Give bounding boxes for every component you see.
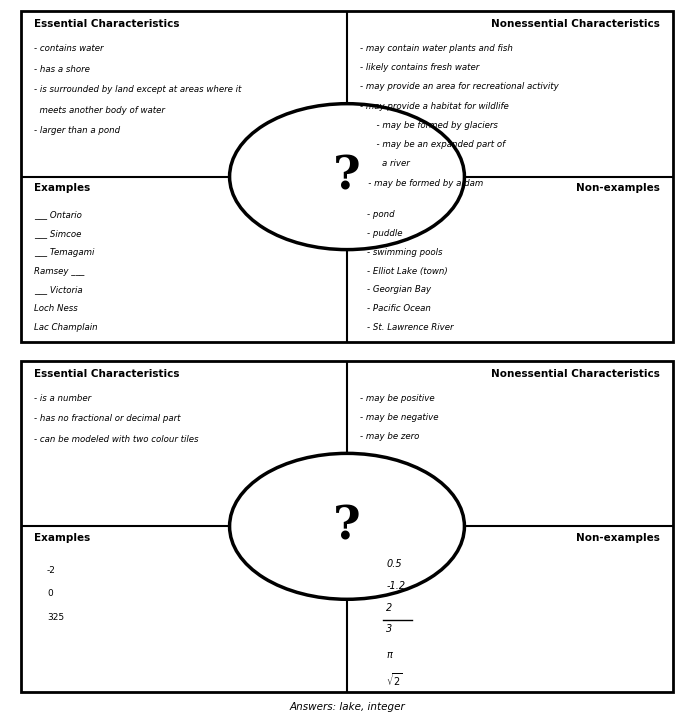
Text: - larger than a pond: - larger than a pond xyxy=(34,126,120,136)
Text: Lac Champlain: Lac Champlain xyxy=(34,323,97,332)
Text: meets another body of water: meets another body of water xyxy=(34,106,164,115)
Text: - may contain water plants and fish: - may contain water plants and fish xyxy=(360,44,513,53)
Text: - swimming pools: - swimming pools xyxy=(366,247,442,257)
Ellipse shape xyxy=(230,104,464,249)
Text: Non-examples: Non-examples xyxy=(576,183,660,193)
Text: - Elliot Lake (town): - Elliot Lake (town) xyxy=(366,267,448,275)
Text: ?: ? xyxy=(333,154,361,200)
Text: Non-examples: Non-examples xyxy=(576,533,660,543)
Text: ___ Simcoe: ___ Simcoe xyxy=(34,229,81,238)
Text: - contains water: - contains water xyxy=(34,44,103,53)
Text: $\sqrt{2}$: $\sqrt{2}$ xyxy=(386,671,403,689)
Text: ___ Temagami: ___ Temagami xyxy=(34,247,94,257)
Text: Examples: Examples xyxy=(34,533,90,543)
Text: - is surrounded by land except at areas where it: - is surrounded by land except at areas … xyxy=(34,85,242,94)
Text: ?: ? xyxy=(333,503,361,549)
Text: 3: 3 xyxy=(386,624,392,634)
Text: 0: 0 xyxy=(47,589,53,598)
Text: - can be modeled with two colour tiles: - can be modeled with two colour tiles xyxy=(34,435,198,444)
Text: a river: a river xyxy=(360,159,409,169)
Text: - may be an expanded part of: - may be an expanded part of xyxy=(360,140,505,149)
Text: Nonessential Characteristics: Nonessential Characteristics xyxy=(491,19,660,29)
Text: - has a shore: - has a shore xyxy=(34,65,90,74)
Text: - may provide a habitat for wildlife: - may provide a habitat for wildlife xyxy=(360,102,509,111)
Text: - St. Lawrence River: - St. Lawrence River xyxy=(366,323,453,332)
Text: - puddle: - puddle xyxy=(366,229,402,238)
Text: Nonessential Characteristics: Nonessential Characteristics xyxy=(491,369,660,379)
Text: - is a number: - is a number xyxy=(34,394,91,402)
Text: 2: 2 xyxy=(386,603,392,613)
Ellipse shape xyxy=(230,454,464,599)
Text: - may be zero: - may be zero xyxy=(360,432,419,441)
Text: 0.5: 0.5 xyxy=(386,559,402,570)
Text: ___ Ontario: ___ Ontario xyxy=(34,210,82,218)
Text: -1.2: -1.2 xyxy=(386,581,405,591)
Text: (replace _____ with the unknown word): (replace _____ with the unknown word) xyxy=(34,342,183,351)
Text: Essential Characteristics: Essential Characteristics xyxy=(34,19,179,29)
Text: - may be formed by glaciers: - may be formed by glaciers xyxy=(360,121,498,130)
Text: $\pi$: $\pi$ xyxy=(386,650,394,660)
Text: Examples: Examples xyxy=(34,183,90,193)
Text: - may be positive: - may be positive xyxy=(360,394,434,402)
Text: -2: -2 xyxy=(47,566,56,575)
Text: - Georgian Bay: - Georgian Bay xyxy=(366,286,431,294)
Text: - has no fractional or decimal part: - has no fractional or decimal part xyxy=(34,415,180,423)
Text: Loch Ness: Loch Ness xyxy=(34,304,78,314)
Text: - may provide an area for recreational activity: - may provide an area for recreational a… xyxy=(360,82,559,92)
Text: 325: 325 xyxy=(47,613,64,622)
Text: Ramsey ___: Ramsey ___ xyxy=(34,267,84,275)
Text: - may be formed by a dam: - may be formed by a dam xyxy=(360,179,483,187)
Text: - likely contains fresh water: - likely contains fresh water xyxy=(360,63,480,72)
Text: Essential Characteristics: Essential Characteristics xyxy=(34,369,179,379)
Text: - pond: - pond xyxy=(366,210,394,218)
Text: - Pacific Ocean: - Pacific Ocean xyxy=(366,304,430,314)
Text: ___ Victoria: ___ Victoria xyxy=(34,286,83,294)
Text: - may be negative: - may be negative xyxy=(360,413,439,422)
Text: Answers: lake, integer: Answers: lake, integer xyxy=(289,702,405,712)
